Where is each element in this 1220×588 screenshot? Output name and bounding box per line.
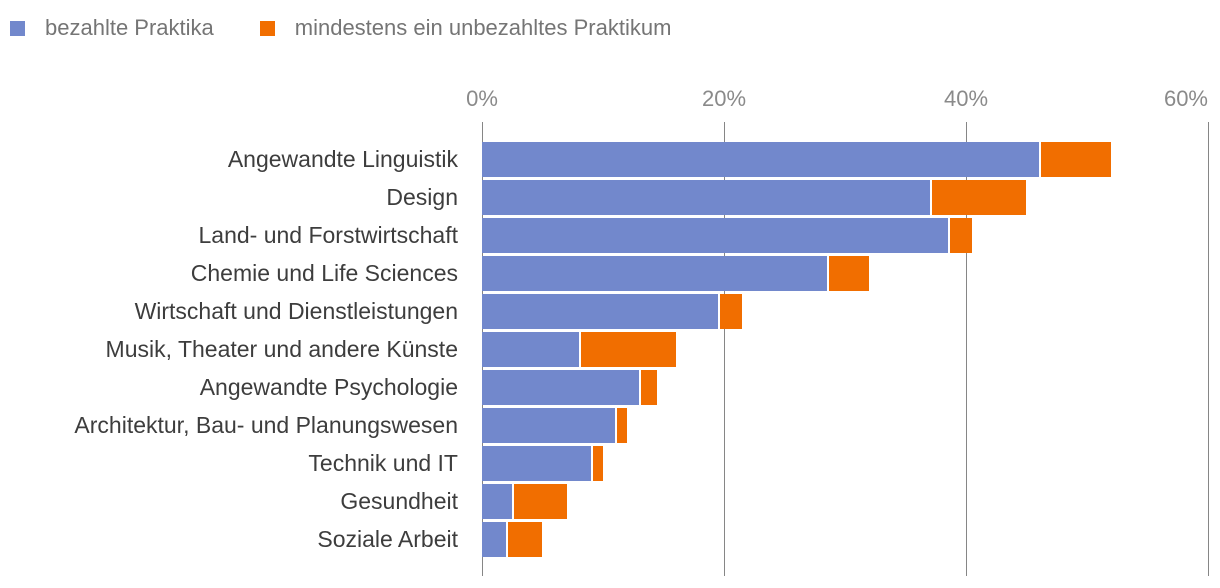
bar-segment-paid: [482, 370, 640, 405]
category-label: Technik und IT: [308, 450, 458, 476]
legend-item-paid-internships: bezahlte Praktika: [10, 15, 214, 41]
bar-segment-paid: [482, 522, 507, 557]
bar-segment-paid: [482, 484, 513, 519]
category-label: Chemie und Life Sciences: [190, 260, 458, 286]
bar-segment-unpaid: [592, 446, 603, 481]
x-axis-tick-label: 60%: [1163, 86, 1208, 111]
legend-item-unpaid-internship: mindestens ein unbezahltes Praktikum: [259, 15, 672, 41]
x-axis-tick-label: 0%: [466, 86, 498, 111]
category-label: Angewandte Psychologie: [199, 374, 458, 400]
category-label: Design: [386, 184, 458, 210]
bar-segment-unpaid: [641, 370, 658, 405]
bar-segment-unpaid: [1040, 142, 1112, 177]
bar-segment-paid: [482, 218, 948, 253]
bar-segment-paid: [482, 446, 591, 481]
category-label: Wirtschaft und Dienstleistungen: [134, 298, 458, 324]
bar-segment-paid: [482, 180, 930, 215]
category-label: Soziale Arbeit: [317, 526, 458, 552]
bar-segment-paid: [482, 294, 718, 329]
bar-segment-unpaid: [719, 294, 743, 329]
category-label: Angewandte Linguistik: [227, 146, 458, 172]
x-axis-tick-label: 40%: [943, 86, 989, 111]
gridline: [966, 122, 967, 576]
bar-segment-unpaid: [931, 180, 1027, 215]
bar-segment-paid: [482, 408, 616, 443]
bar-segment-unpaid: [514, 484, 567, 519]
bar-segment-paid: [482, 142, 1039, 177]
bar-segment-unpaid: [828, 256, 870, 291]
x-axis-tick-label: 20%: [701, 86, 747, 111]
bar-segment-unpaid: [508, 522, 543, 557]
category-label: Land- und Forstwirtschaft: [198, 222, 458, 248]
legend-swatch-orange-icon: [259, 20, 275, 36]
category-label: Musik, Theater und andere Künste: [105, 336, 458, 362]
legend-label-paid: bezahlte Praktika: [45, 15, 214, 40]
legend-label-unpaid: mindestens ein unbezahltes Praktikum: [294, 15, 672, 40]
bar-segment-unpaid: [949, 218, 973, 253]
bar-segment-unpaid: [617, 408, 628, 443]
gridline: [1208, 122, 1209, 576]
category-label: Architektur, Bau- und Planungswesen: [74, 412, 458, 438]
gridline: [724, 122, 725, 576]
category-label: Gesundheit: [340, 488, 458, 514]
bar-segment-paid: [482, 256, 827, 291]
bar-segment-unpaid: [580, 332, 676, 367]
legend-swatch-blue-icon: [10, 20, 25, 36]
legend: bezahlte Praktika mindestens ein unbezah…: [10, 15, 671, 41]
bar-segment-paid: [482, 332, 579, 367]
